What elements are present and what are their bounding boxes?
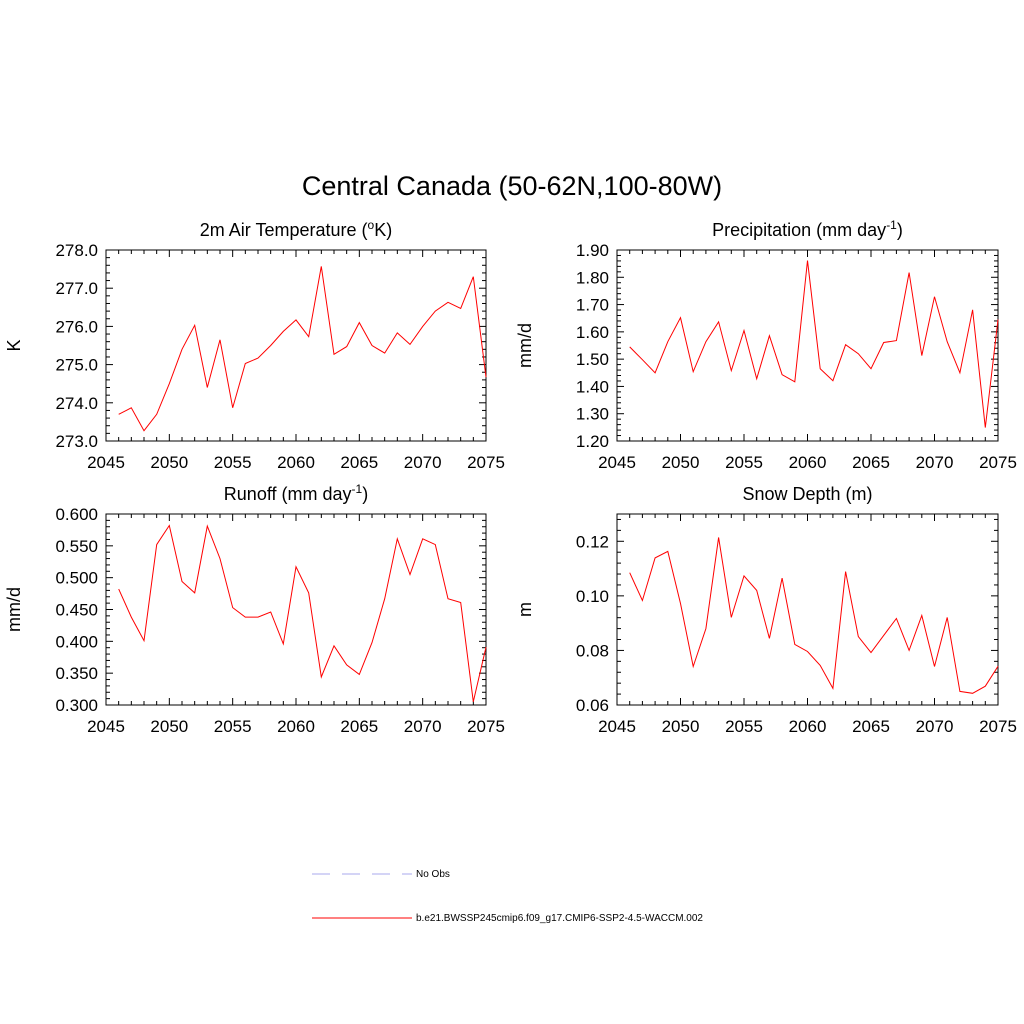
air-temperature-title: 2m Air Temperature (oK) <box>200 218 392 240</box>
precipitation-title-sup: -1 <box>886 218 897 232</box>
panel-snow-depth: Snow Depth (m) m 2045 2050 2055 2060 2065 2070 2… <box>515 484 1017 736</box>
precipitation-y-tick-label: 1.30 <box>576 405 609 424</box>
precipitation-title-text: Precipitation (mm day <box>712 220 886 240</box>
air-temperature-plot-frame <box>105 249 487 442</box>
runoff-title-sup: -1 <box>352 482 363 496</box>
precipitation-y-axis-label: mm/d <box>515 323 535 368</box>
snow-depth-title-text: Snow Depth (m) <box>742 484 872 504</box>
snow-depth-y-tick-label: 0.08 <box>576 641 609 660</box>
air-temperature-title-tail: K) <box>374 220 392 240</box>
precipitation-x-tick-label: 2060 <box>789 453 827 472</box>
runoff-y-axis-label: mm/d <box>4 587 24 632</box>
runoff-x-tick-label: 2070 <box>404 717 442 736</box>
runoff-title-text: Runoff (mm day <box>224 484 352 504</box>
runoff-y-tick-label: 0.300 <box>55 696 98 715</box>
runoff-x-tick-label: 2050 <box>150 717 188 736</box>
precipitation-y-tick-label: 1.90 <box>576 241 609 260</box>
snow-depth-plot-frame <box>616 513 999 706</box>
runoff-y-tick-label: 0.500 <box>55 569 98 588</box>
snow-depth-y-tick-label: 0.06 <box>576 696 609 715</box>
air-temperature-x-tick-label: 2045 <box>87 453 125 472</box>
precipitation-title: Precipitation (mm day-1) <box>712 218 903 240</box>
runoff-y-tick-label: 0.350 <box>55 664 98 683</box>
runoff-y-tick-label: 0.400 <box>55 632 98 651</box>
runoff-x-tick-label: 2055 <box>214 717 252 736</box>
precipitation-y-tick-label: 1.80 <box>576 268 609 287</box>
snow-depth-y-tick-label: 0.10 <box>576 587 609 606</box>
precipitation-x-tick-label: 2070 <box>916 453 954 472</box>
snow-depth-x-tick-label: 2050 <box>662 717 700 736</box>
precipitation-plot-frame <box>616 249 999 442</box>
air-temperature-title-sup: o <box>368 218 375 232</box>
runoff-x-tick-label: 2045 <box>87 717 125 736</box>
precipitation-title-tail: ) <box>897 220 903 240</box>
precipitation-y-tick-label: 1.60 <box>576 323 609 342</box>
snow-depth-x-tick-label: 2060 <box>789 717 827 736</box>
air-temperature-series-line <box>118 266 487 432</box>
runoff-y-tick-label: 0.450 <box>55 601 98 620</box>
figure-title: Central Canada (50-62N,100-80W) <box>302 171 722 201</box>
precipitation-x-tick-label: 2055 <box>725 453 763 472</box>
snow-depth-x-tick-label: 2045 <box>598 717 636 736</box>
legend: No Obs b.e21.BWSSP245cmip6.f09_g17.CMIP6… <box>312 869 703 924</box>
runoff-title-tail: ) <box>362 484 368 504</box>
air-temperature-y-tick-label: 277.0 <box>55 279 98 298</box>
precipitation-y-tick-label: 1.70 <box>576 296 609 315</box>
air-temperature-y-tick-label: 275.0 <box>55 356 98 375</box>
runoff-x-tick-label: 2060 <box>277 717 315 736</box>
air-temperature-x-tick-label: 2060 <box>277 453 315 472</box>
air-temperature-title-text: 2m Air Temperature ( <box>200 220 368 240</box>
panel-runoff: Runoff (mm day-1) mm/d 2045 2050 2055 2060 206… <box>4 482 505 736</box>
air-temperature-y-tick-label: 274.0 <box>55 394 98 413</box>
precipitation-x-tick-label: 2065 <box>852 453 890 472</box>
legend-model-label: b.e21.BWSSP245cmip6.f09_g17.CMIP6-SSP2-4… <box>416 913 703 924</box>
precipitation-x-tick-label: 2045 <box>598 453 636 472</box>
runoff-x-tick-label: 2065 <box>340 717 378 736</box>
runoff-title: Runoff (mm day-1) <box>224 482 368 504</box>
air-temperature-x-tick-label: 2065 <box>340 453 378 472</box>
air-temperature-x-tick-label: 2055 <box>214 453 252 472</box>
runoff-y-tick-label: 0.600 <box>55 505 98 524</box>
snow-depth-x-tick-label: 2055 <box>725 717 763 736</box>
runoff-series-line <box>118 524 487 702</box>
runoff-y-tick-label: 0.550 <box>55 537 98 556</box>
precipitation-series-line <box>629 260 999 428</box>
air-temperature-x-tick-label: 2070 <box>404 453 442 472</box>
air-temperature-y-tick-label: 278.0 <box>55 241 98 260</box>
snow-depth-title: Snow Depth (m) <box>742 484 872 504</box>
air-temperature-y-tick-label: 273.0 <box>55 432 98 451</box>
precipitation-y-tick-label: 1.20 <box>576 432 609 451</box>
snow-depth-y-axis-label: m <box>515 602 535 617</box>
precipitation-y-tick-label: 1.50 <box>576 350 609 369</box>
precipitation-y-tick-label: 1.40 <box>576 377 609 396</box>
air-temperature-y-axis-label: K <box>4 339 24 351</box>
snow-depth-series-line <box>629 537 999 694</box>
runoff-x-tick-label: 2075 <box>467 717 505 736</box>
panel-precipitation: Precipitation (mm day-1) mm/d 2045 2050 2055… <box>515 218 1017 472</box>
snow-depth-x-tick-label: 2065 <box>852 717 890 736</box>
panel-air-temperature: 2m Air Temperature (oK) K 2045 2050 2055 2060… <box>4 218 505 472</box>
snow-depth-x-tick-label: 2070 <box>916 717 954 736</box>
snow-depth-x-tick-label: 2075 <box>979 717 1017 736</box>
legend-no-obs-label: No Obs <box>416 869 450 880</box>
air-temperature-x-tick-label: 2075 <box>467 453 505 472</box>
runoff-plot-frame <box>105 513 487 706</box>
air-temperature-y-tick-label: 276.0 <box>55 317 98 336</box>
air-temperature-x-tick-label: 2050 <box>150 453 188 472</box>
precipitation-x-tick-label: 2075 <box>979 453 1017 472</box>
precipitation-x-tick-label: 2050 <box>662 453 700 472</box>
snow-depth-y-tick-label: 0.12 <box>576 532 609 551</box>
